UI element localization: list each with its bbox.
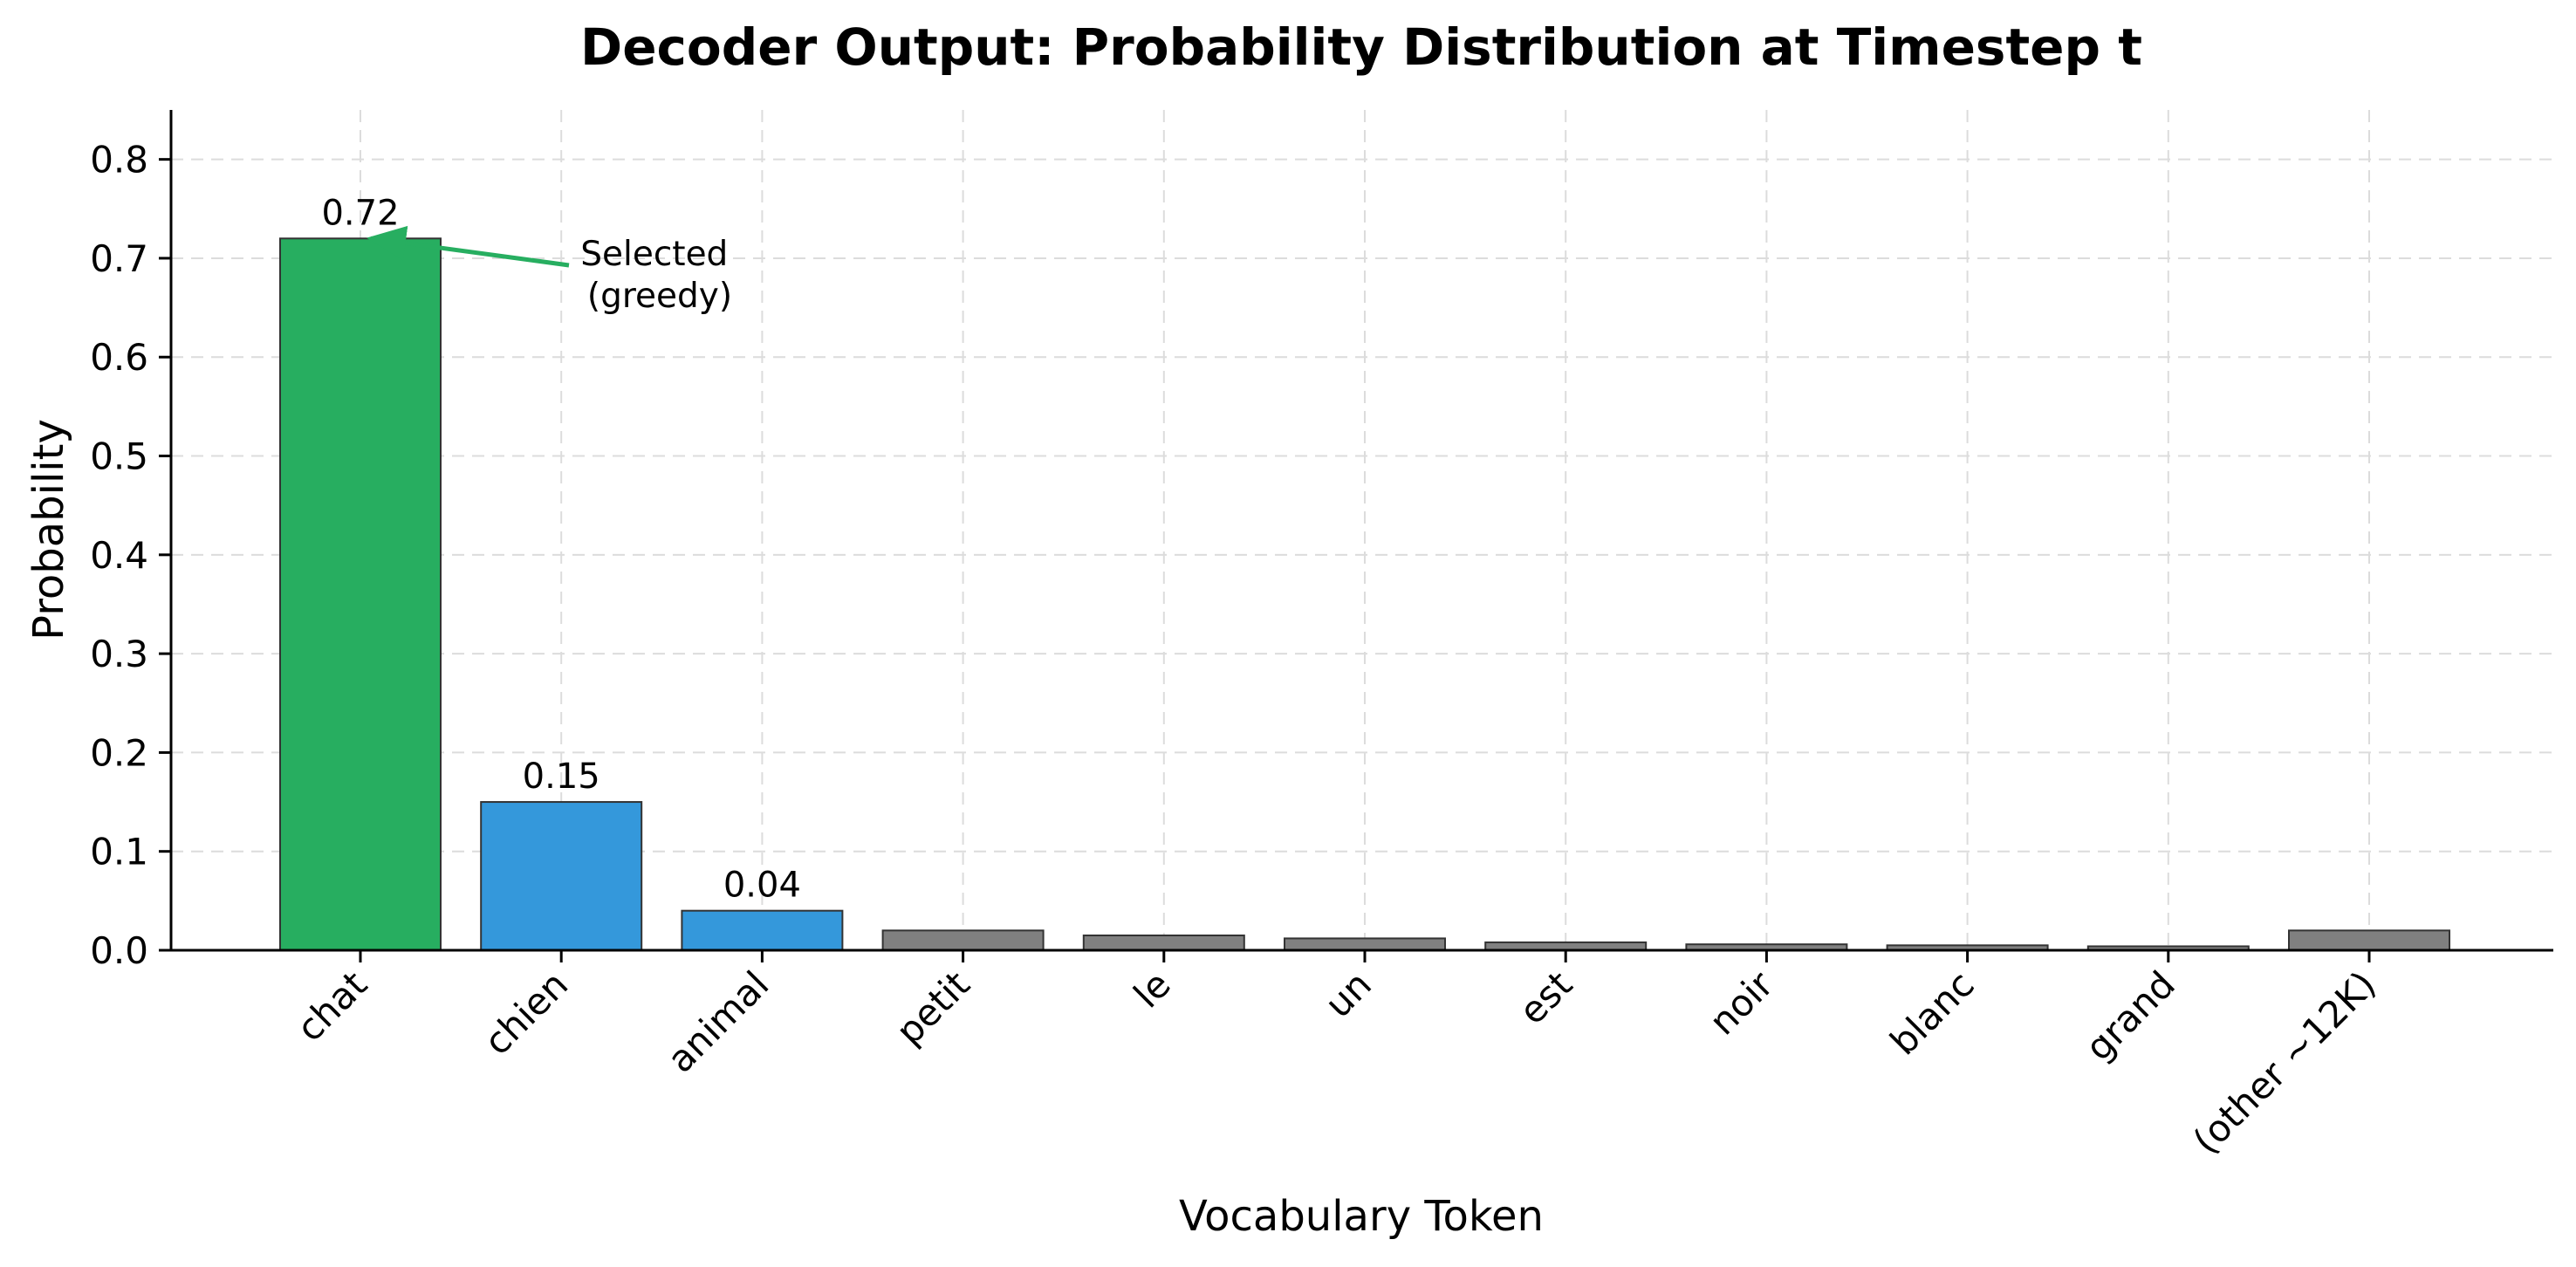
annotation-line-greedy: (greedy) [587,277,732,316]
chart-title: Decoder Output: Probability Distribution… [580,17,2142,77]
data-label-animal: 0.04 [723,866,801,906]
x-tick-label-est: est [1511,962,1580,1032]
greedy-annotation: Selected (greedy) [367,225,738,316]
x-tick-label-grand: grand [2077,962,2183,1069]
x-tick-label-chien: chien [476,962,576,1063]
axes [169,110,2553,952]
y-tick-label-0-0: 0.0 [90,929,148,972]
y-tick-label-0-3: 0.3 [90,633,148,675]
data-label-chien: 0.15 [523,757,600,797]
y-tick-label-0-2: 0.2 [90,731,148,774]
x-tick-label-le: le [1126,962,1179,1016]
y-tick-label-0-7: 0.7 [90,237,148,280]
x-tick-label-other-12k: (other ~12K) [2185,962,2385,1162]
x-tick-label-animal: animal [659,962,777,1080]
x-tick-label-noir: noir [1701,962,1782,1044]
x-tick-label-chat: chat [288,962,375,1050]
y-tick-label-0-6: 0.6 [90,336,148,379]
grid-lines [171,110,2553,950]
bars [279,237,2450,952]
x-tick-label-blanc: blanc [1882,962,1983,1063]
bar-chien [480,801,643,952]
y-tick-label-0-4: 0.4 [90,534,148,577]
y-axis-ticks: 0.0 0.1 0.2 0.3 0.4 0.5 0.6 0.7 0.8 [90,139,171,972]
annotation-arrow [367,225,570,268]
x-tick-label-un: un [1317,962,1380,1025]
bar-other-12k [2288,929,2450,952]
annotation-line-selected: Selected [580,235,728,274]
x-axis-label: Vocabulary Token [1179,1192,1544,1241]
annotation-text: Selected (greedy) [580,235,738,316]
bar-le [1082,935,1245,951]
x-tick-label-petit: petit [887,962,977,1052]
y-tick-label-0-1: 0.1 [90,831,148,873]
x-axis-ticks: chat chien animal petit le un est noir blanc gran… [288,950,2384,1162]
y-axis-label: Probability [24,419,73,640]
bar-animal [681,909,844,952]
data-label-chat: 0.72 [321,193,399,233]
bar-un [1284,937,1446,951]
y-tick-label-0-8: 0.8 [90,139,148,181]
bar-chat [279,237,442,951]
bar-petit [881,929,1045,952]
y-tick-label-0-5: 0.5 [90,435,148,478]
